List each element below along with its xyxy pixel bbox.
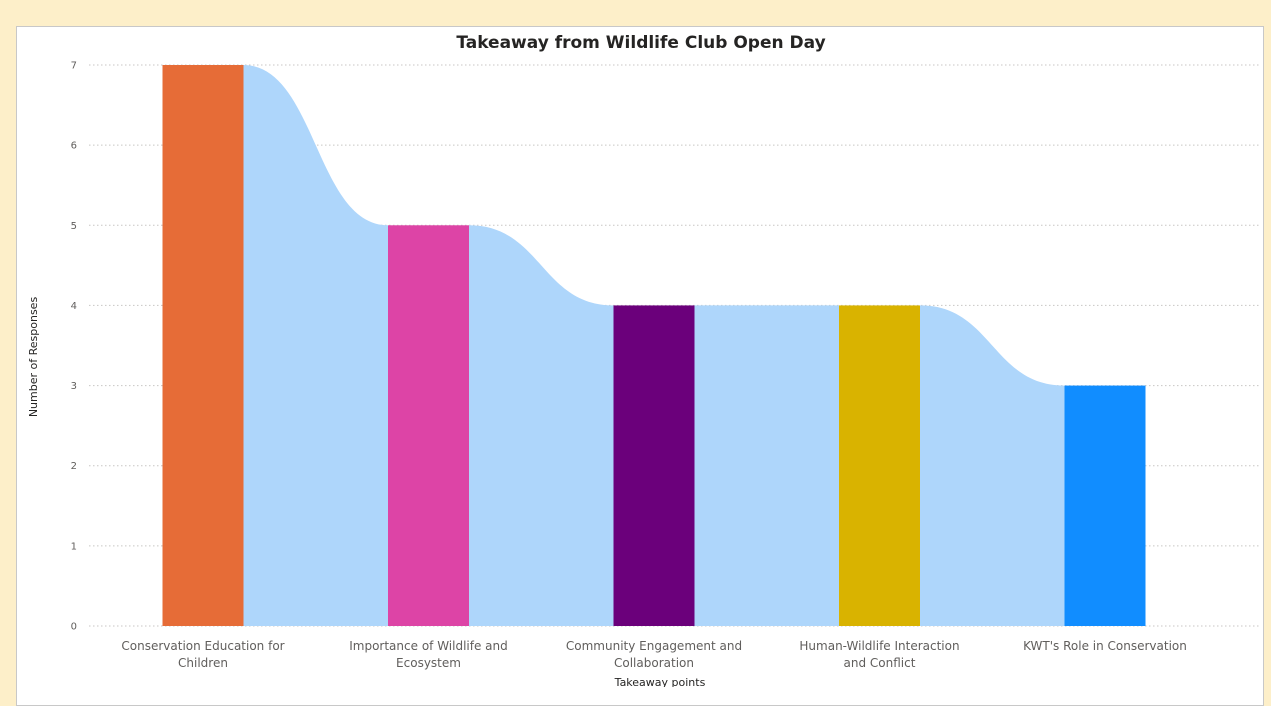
ribbon-1 bbox=[243, 65, 388, 626]
ribbon-3 bbox=[694, 305, 839, 626]
x-tick-label-1: Conservation Education for Children bbox=[121, 639, 284, 670]
x-tick-label-2: Importance of Wildlife and Ecosystem bbox=[349, 639, 508, 670]
y-tick-label-6: 6 bbox=[71, 141, 77, 152]
x-axis-title: Takeaway points bbox=[614, 676, 706, 687]
ribbon-chart: 0 1 2 3 4 5 6 7 Conservation Education for Child… bbox=[27, 33, 1261, 687]
x-tick-label-3: Community Engagement and Collaboration bbox=[566, 639, 742, 670]
x-tick-label-4: Human-Wildlife Interaction and Conflict bbox=[799, 639, 959, 670]
y-tick-label-0: 0 bbox=[71, 622, 77, 633]
bars bbox=[162, 65, 1146, 627]
x-tick-label-5: KWT's Role in Conservation bbox=[1023, 639, 1187, 653]
y-axis-title: Number of Responses bbox=[27, 297, 40, 418]
y-tick-label-5: 5 bbox=[71, 221, 77, 232]
ribbons bbox=[243, 65, 1065, 627]
ribbon-2 bbox=[469, 225, 614, 627]
bar-1[interactable] bbox=[162, 65, 244, 626]
y-tick-label-2: 2 bbox=[71, 461, 77, 472]
ribbon-4 bbox=[920, 305, 1065, 626]
y-tick-label-7: 7 bbox=[71, 61, 77, 72]
bar-5[interactable] bbox=[1064, 385, 1146, 626]
x-axis-ticks: Conservation Education for Children Import… bbox=[121, 639, 1186, 670]
chart-title: Takeaway from Wildlife Club Open Day bbox=[456, 33, 825, 53]
bar-2[interactable] bbox=[388, 225, 469, 627]
chart-frame: 0 1 2 3 4 5 6 7 Conservation Education for Child… bbox=[16, 26, 1264, 706]
y-tick-label-3: 3 bbox=[71, 381, 77, 392]
y-axis-ticks: 0 1 2 3 4 5 6 7 bbox=[71, 61, 77, 633]
y-tick-label-1: 1 bbox=[71, 541, 77, 552]
y-tick-label-4: 4 bbox=[71, 301, 77, 312]
bar-3[interactable] bbox=[613, 305, 695, 626]
bar-4[interactable] bbox=[839, 305, 920, 626]
